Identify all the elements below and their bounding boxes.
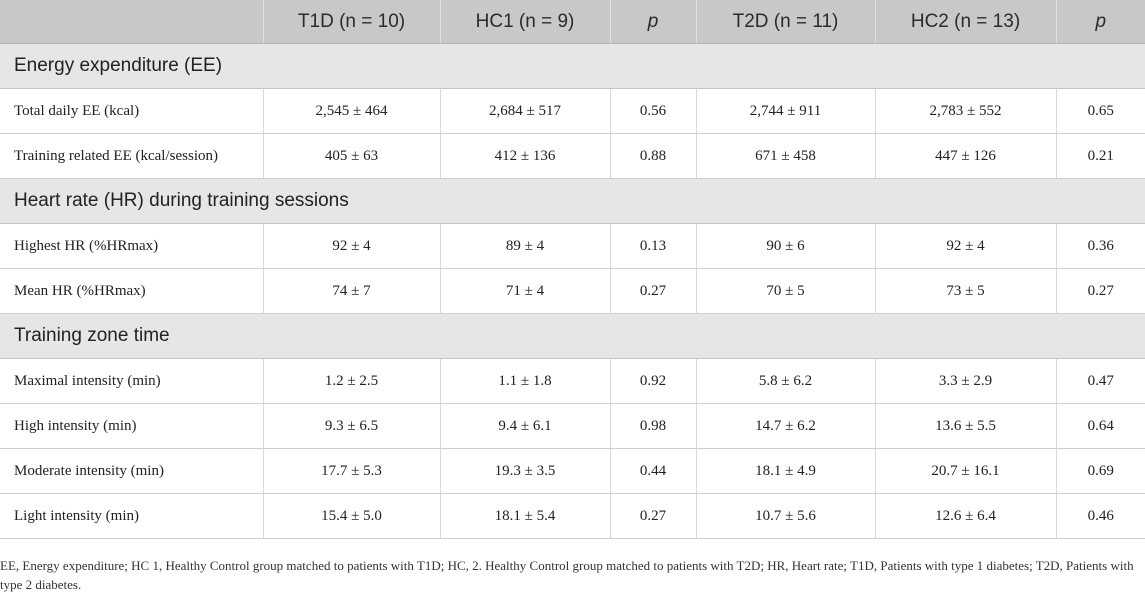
table-cell: 13.6 ± 5.5: [875, 403, 1057, 449]
table-cell: 1.1 ± 1.8: [440, 358, 611, 404]
row-label: Training related EE (kcal/session): [0, 133, 264, 179]
table-cell: 0.27: [610, 268, 697, 314]
table-cell: 0.47: [1056, 358, 1145, 404]
table-cell: 0.65: [1056, 88, 1145, 134]
table-row: Total daily EE (kcal) 2,545 ± 464 2,684 ± …: [0, 88, 1145, 134]
table-cell: 92 ± 4: [263, 223, 441, 269]
table-cell: 18.1 ± 5.4: [440, 493, 611, 539]
table-cell: 20.7 ± 16.1: [875, 448, 1057, 494]
table-cell: 0.27: [610, 493, 697, 539]
table-cell: 0.92: [610, 358, 697, 404]
table-cell: 92 ± 4: [875, 223, 1057, 269]
table-cell: 5.8 ± 6.2: [696, 358, 876, 404]
table-cell: 18.1 ± 4.9: [696, 448, 876, 494]
table-row: Light intensity (min) 15.4 ± 5.0 18.1 ± 5.…: [0, 493, 1145, 539]
table-cell: 2,545 ± 464: [263, 88, 441, 134]
section-row: Energy expenditure (EE): [0, 43, 1145, 89]
section-title: Heart rate (HR) during training sessions: [0, 178, 1145, 224]
section-title: Energy expenditure (EE): [0, 43, 1145, 89]
table-cell: 17.7 ± 5.3: [263, 448, 441, 494]
table-cell: 0.46: [1056, 493, 1145, 539]
table-footnote: EE, Energy expenditure; HC 1, Healthy Co…: [0, 558, 1134, 592]
section-row: Heart rate (HR) during training sessions: [0, 178, 1145, 224]
table-cell: 0.98: [610, 403, 697, 449]
table-cell: 12.6 ± 6.4: [875, 493, 1057, 539]
results-table: T1D (n = 10) HC1 (n = 9) p T2D (n = 11) …: [0, 0, 1145, 539]
header-cell-t2d: T2D (n = 11): [696, 0, 876, 44]
table-row: Highest HR (%HRmax) 92 ± 4 89 ± 4 0.13 90 ± …: [0, 223, 1145, 269]
table-cell: 1.2 ± 2.5: [263, 358, 441, 404]
table-cell: 9.4 ± 6.1: [440, 403, 611, 449]
table-cell: 9.3 ± 6.5: [263, 403, 441, 449]
header-cell-p2: p: [1056, 0, 1145, 44]
header-cell-p1: p: [610, 0, 697, 44]
section-row: Training zone time: [0, 313, 1145, 359]
table-row: Training related EE (kcal/session) 405 ± …: [0, 133, 1145, 179]
table-row: Mean HR (%HRmax) 74 ± 7 71 ± 4 0.27 70 ± 5 73…: [0, 268, 1145, 314]
table-cell: 10.7 ± 5.6: [696, 493, 876, 539]
table-cell: 19.3 ± 3.5: [440, 448, 611, 494]
section-title: Training zone time: [0, 313, 1145, 359]
table-cell: 2,783 ± 552: [875, 88, 1057, 134]
table-cell: 0.88: [610, 133, 697, 179]
table-row: Moderate intensity (min) 17.7 ± 5.3 19.3 ±…: [0, 448, 1145, 494]
table-cell: 73 ± 5: [875, 268, 1057, 314]
table-cell: 90 ± 6: [696, 223, 876, 269]
row-label: Moderate intensity (min): [0, 448, 264, 494]
row-label: Light intensity (min): [0, 493, 264, 539]
header-cell-measure: [0, 0, 264, 44]
table-cell: 0.36: [1056, 223, 1145, 269]
table-cell: 71 ± 4: [440, 268, 611, 314]
header-cell-hc1: HC1 (n = 9): [440, 0, 611, 44]
table-cell: 0.69: [1056, 448, 1145, 494]
table-row: Maximal intensity (min) 1.2 ± 2.5 1.1 ± 1.…: [0, 358, 1145, 404]
row-label: Total daily EE (kcal): [0, 88, 264, 134]
row-label: High intensity (min): [0, 403, 264, 449]
table-cell: 74 ± 7: [263, 268, 441, 314]
table-cell: 0.64: [1056, 403, 1145, 449]
table-cell: 447 ± 126: [875, 133, 1057, 179]
table-cell: 671 ± 458: [696, 133, 876, 179]
table-cell: 2,744 ± 911: [696, 88, 876, 134]
row-label: Maximal intensity (min): [0, 358, 264, 404]
table-cell: 0.21: [1056, 133, 1145, 179]
table-cell: 412 ± 136: [440, 133, 611, 179]
table-cell: 0.56: [610, 88, 697, 134]
header-row: T1D (n = 10) HC1 (n = 9) p T2D (n = 11) …: [0, 0, 1145, 44]
table-cell: 0.44: [610, 448, 697, 494]
header-cell-t1d: T1D (n = 10): [263, 0, 441, 44]
table-cell: 14.7 ± 6.2: [696, 403, 876, 449]
table-body: Energy expenditure (EE) Total daily EE (k…: [0, 43, 1145, 539]
row-label: Highest HR (%HRmax): [0, 223, 264, 269]
table-header: T1D (n = 10) HC1 (n = 9) p T2D (n = 11) …: [0, 0, 1145, 44]
table-cell: 2,684 ± 517: [440, 88, 611, 134]
table-cell: 15.4 ± 5.0: [263, 493, 441, 539]
table-cell: 3.3 ± 2.9: [875, 358, 1057, 404]
header-cell-hc2: HC2 (n = 13): [875, 0, 1057, 44]
table-cell: 0.13: [610, 223, 697, 269]
table-cell: 70 ± 5: [696, 268, 876, 314]
table-cell: 89 ± 4: [440, 223, 611, 269]
table-cell: 0.27: [1056, 268, 1145, 314]
table-cell: 405 ± 63: [263, 133, 441, 179]
row-label: Mean HR (%HRmax): [0, 268, 264, 314]
table-row: High intensity (min) 9.3 ± 6.5 9.4 ± 6.1 0.…: [0, 403, 1145, 449]
